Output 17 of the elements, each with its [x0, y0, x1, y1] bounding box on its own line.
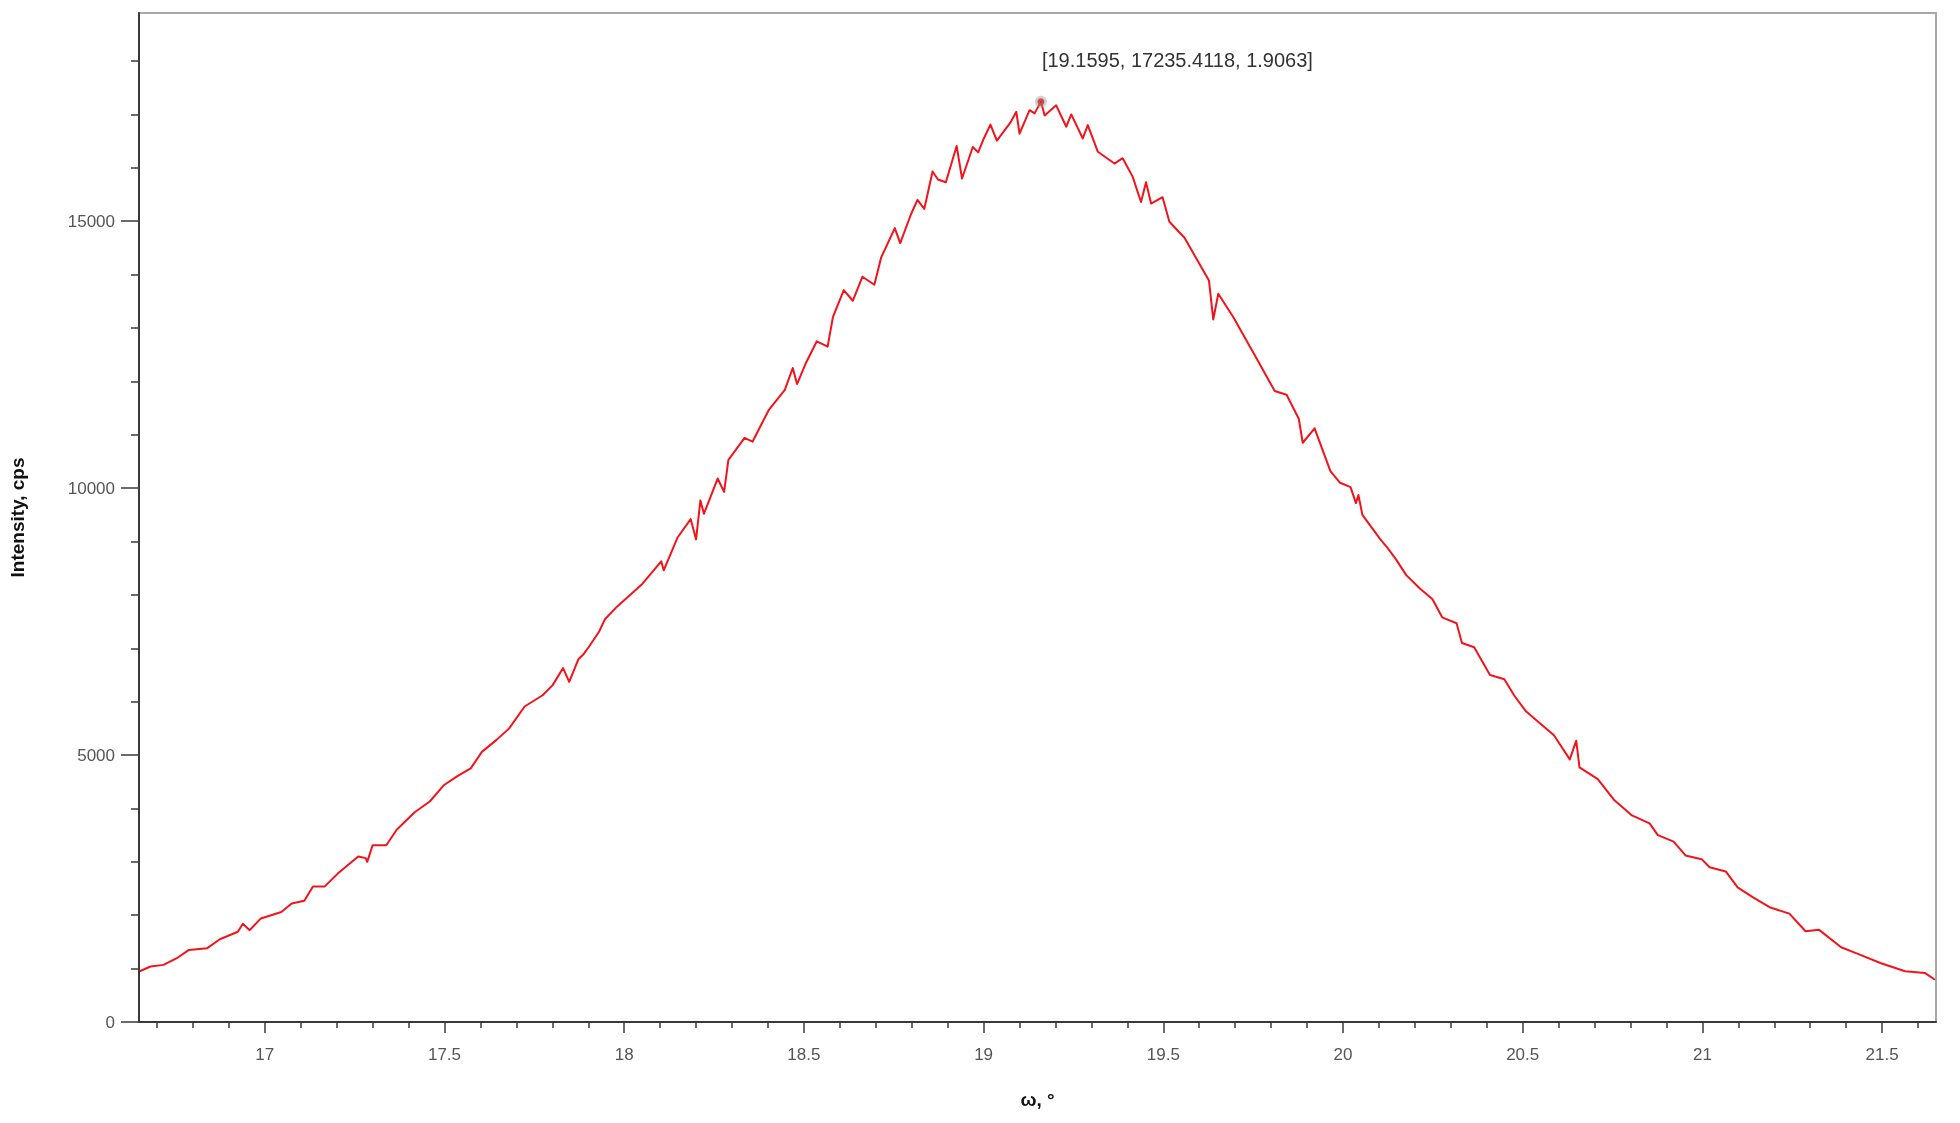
annotation: [19.1595, 17235.4118, 1.9063]	[1041, 48, 1313, 71]
x-tick-label: 21.5	[1865, 1045, 1899, 1064]
x-tick-label: 20	[1333, 1045, 1353, 1064]
x-tick-label: 17.5	[427, 1045, 462, 1064]
y-tick-label: 0	[105, 1012, 115, 1032]
x-tick-label: 19	[974, 1045, 994, 1064]
y-tick-label: 5000	[77, 745, 115, 765]
x-tick-label: 18.5	[787, 1045, 821, 1064]
x-axis-title: ω, °	[1020, 1089, 1055, 1110]
x-tick-label: 20.5	[1506, 1045, 1540, 1064]
y-tick-label: 15000	[67, 211, 115, 231]
x-tick-label: 21	[1692, 1045, 1712, 1064]
x-tick-label: 19.5	[1146, 1045, 1180, 1064]
x-tick-label: 17	[255, 1045, 275, 1064]
y-axis-title: Intensity, cps	[7, 457, 28, 578]
x-tick-label: 18	[614, 1045, 634, 1064]
y-tick-label: 10000	[67, 478, 115, 498]
